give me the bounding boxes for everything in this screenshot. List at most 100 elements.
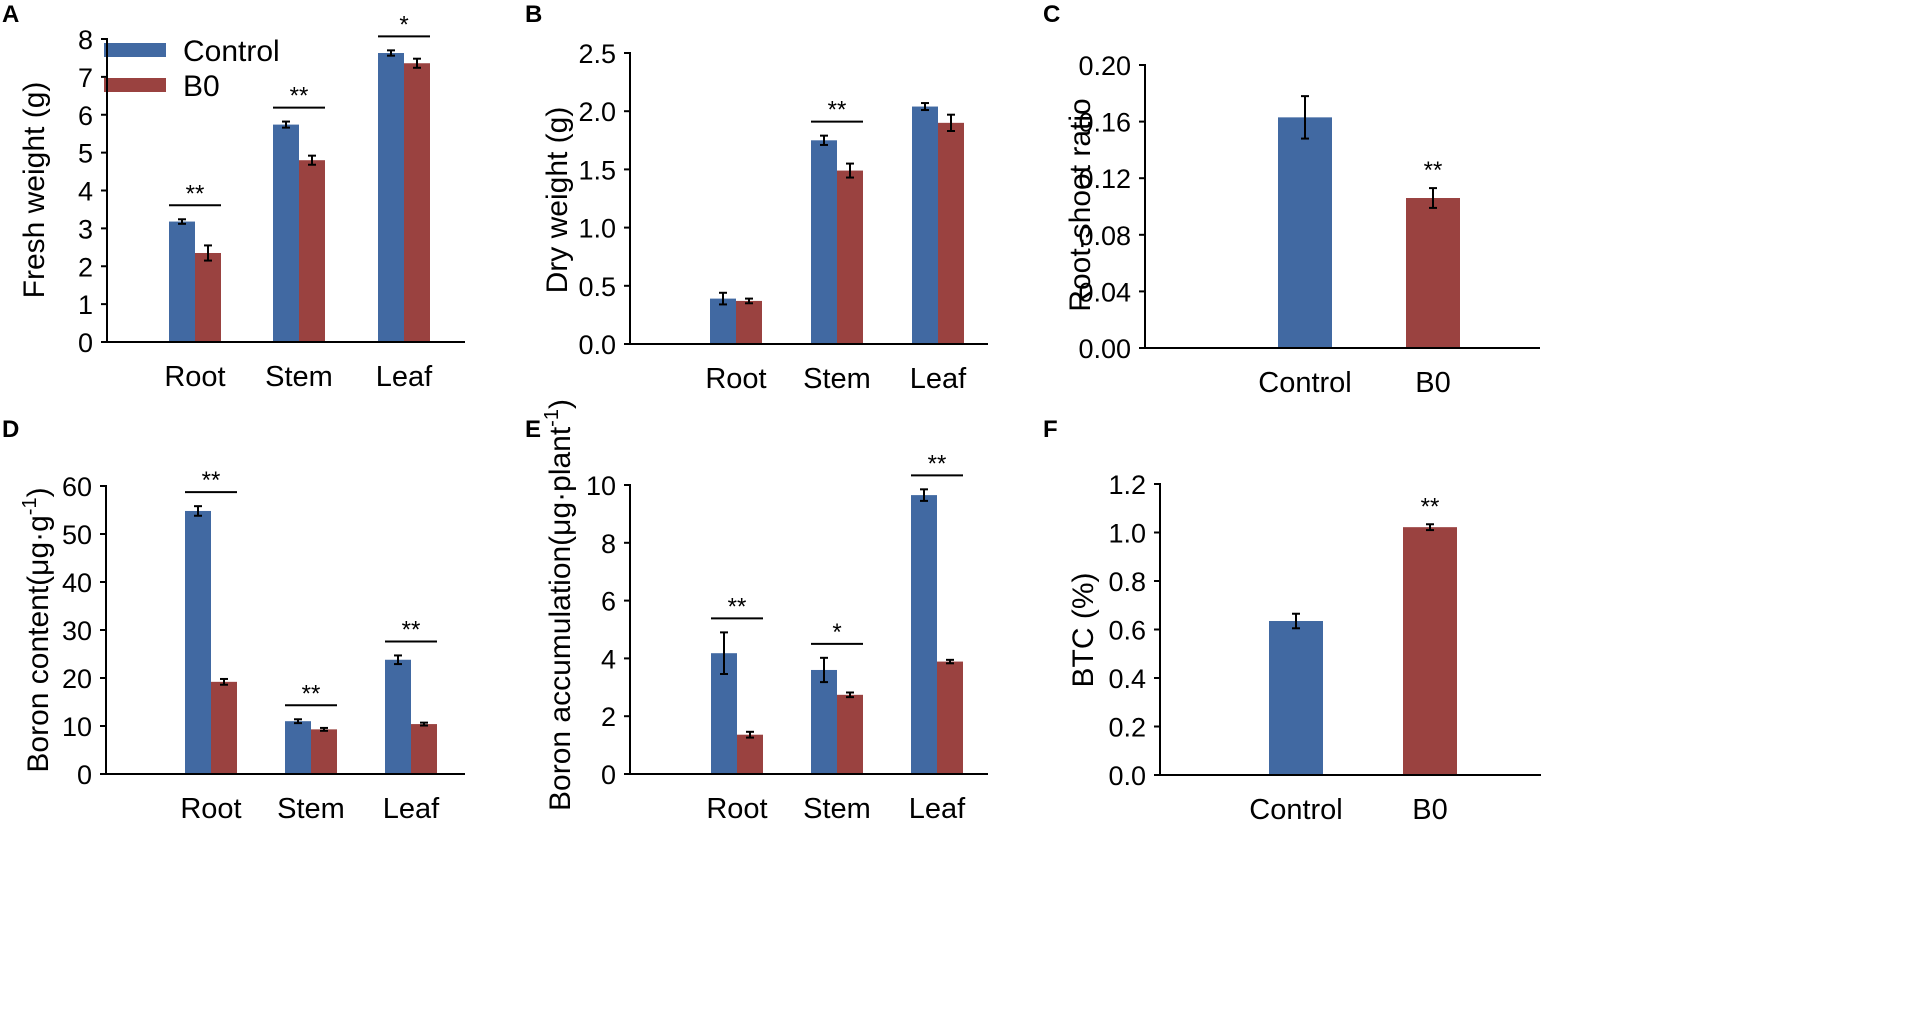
- significance-label: **: [402, 616, 421, 643]
- bar-control-leaf: [385, 659, 411, 774]
- y-tick-label: 0: [601, 760, 616, 790]
- bar-b0-root: [195, 252, 221, 342]
- y-tick-label: 4: [601, 644, 616, 674]
- significance-labels: **: [1424, 157, 1443, 184]
- legend: Control B0: [104, 35, 280, 103]
- significance-label: **: [186, 180, 205, 207]
- y-tick-label: 0.4: [1108, 664, 1146, 694]
- y-tick-label: 0.00: [1078, 334, 1131, 364]
- plot-marks: [624, 474, 988, 775]
- bar-b0: [1403, 527, 1457, 775]
- plot-marks: [101, 35, 465, 343]
- x-category-label: Root: [164, 361, 225, 393]
- x-category-labels: Control B0: [1258, 367, 1450, 399]
- y-tick-label: 0: [77, 760, 92, 790]
- y-axis-title: Boron content(μg·g-1): [19, 487, 55, 772]
- bar-b0-leaf: [938, 122, 964, 344]
- bar-b0: [1406, 198, 1460, 348]
- bar-control-leaf: [911, 495, 937, 774]
- y-axis-title: Dry weight (g): [541, 107, 574, 294]
- bar-b0-stem: [311, 729, 337, 774]
- y-tick-label: 8: [78, 25, 93, 55]
- x-category-label: Root: [705, 363, 766, 395]
- bar-b0-stem: [837, 694, 863, 774]
- y-tick-label: 20: [62, 664, 92, 694]
- bar-control-root: [185, 510, 211, 774]
- y-tick-label: 0: [78, 328, 93, 358]
- panel-f: F BTC (%) 0.0 0.2 0.4 0.6 0.8 1.0 1.2 Co…: [1043, 416, 1541, 826]
- y-tick-label: 6: [78, 101, 93, 131]
- y-axis-title-main: Boron accumulation(μg·plant: [544, 426, 577, 811]
- significance-label: **: [728, 593, 747, 620]
- legend-label-control: Control: [183, 35, 280, 68]
- significance-label: **: [1421, 493, 1440, 520]
- y-axis-title: Boron accumulation(μg·plant-1): [541, 399, 577, 811]
- significance-label: **: [202, 467, 221, 494]
- x-category-labels: Root Stem Leaf: [706, 793, 966, 825]
- x-category-labels: Root Stem Leaf: [180, 793, 440, 825]
- x-category-label: Stem: [803, 793, 871, 825]
- bar-control: [1278, 117, 1332, 348]
- y-tick-label: 0.2: [1108, 713, 1146, 743]
- x-category-label: Control: [1258, 367, 1352, 399]
- x-category-label: Root: [180, 793, 241, 825]
- y-tick-label: 0.20: [1078, 51, 1131, 81]
- bar-b0-root: [211, 681, 237, 774]
- panel-letter: D: [2, 416, 19, 443]
- y-tick-label: 1.5: [578, 155, 616, 185]
- y-axis-title-end: ): [544, 399, 577, 409]
- plot-marks: [624, 52, 988, 345]
- x-category-label: Stem: [265, 361, 333, 393]
- bar-b0-root: [736, 300, 762, 344]
- x-category-label: Leaf: [910, 363, 967, 395]
- plot-marks: [1154, 483, 1541, 776]
- bar-b0-stem: [299, 160, 325, 342]
- y-tick-label: 10: [62, 712, 92, 742]
- bar-control-root: [710, 298, 736, 344]
- legend-swatch-b0: [104, 78, 166, 92]
- bar-control-leaf: [912, 106, 938, 344]
- y-tick-label: 1.2: [1108, 470, 1146, 500]
- panel-c: C Root-shoot ratio 0.00 0.04 0.08 0.12 0…: [1043, 1, 1540, 399]
- y-tick-label: 0.5: [578, 272, 616, 302]
- y-tick-label: 0.0: [578, 330, 616, 360]
- y-tick-label: 2.5: [578, 39, 616, 69]
- x-category-label: B0: [1415, 367, 1450, 399]
- bar-b0-leaf: [937, 661, 963, 774]
- bar-control-stem: [811, 669, 837, 774]
- y-tick-label: 10: [586, 471, 616, 501]
- significance-label: **: [290, 83, 309, 110]
- panel-letter: E: [525, 416, 541, 443]
- significance-labels: **: [828, 97, 847, 124]
- significance-labels: ** * **: [728, 450, 947, 645]
- y-tick-labels: 0.0 0.5 1.0 1.5 2.0 2.5: [578, 39, 616, 360]
- y-tick-label: 2: [78, 252, 93, 282]
- y-tick-label: 5: [78, 139, 93, 169]
- bar-control-root: [169, 221, 195, 342]
- bar-b0-root: [737, 734, 763, 774]
- y-tick-label: 2.0: [578, 97, 616, 127]
- x-category-label: Leaf: [376, 361, 433, 393]
- legend-label-b0: B0: [183, 70, 220, 103]
- y-axis-title: Fresh weight (g): [18, 82, 51, 299]
- y-tick-label: 50: [62, 520, 92, 550]
- significance-labels: ** ** *: [186, 11, 409, 207]
- plot-marks: [100, 485, 465, 775]
- significance-labels: **: [1421, 493, 1440, 520]
- significance-label: **: [928, 450, 947, 477]
- bar-control-stem: [273, 124, 299, 342]
- x-category-labels: Control B0: [1249, 794, 1447, 826]
- x-category-label: Stem: [803, 363, 871, 395]
- y-tick-label: 0.12: [1078, 164, 1131, 194]
- y-tick-label: 1.0: [1108, 519, 1146, 549]
- significance-label: *: [399, 11, 408, 38]
- plot-marks: [1139, 64, 1540, 349]
- x-category-labels: Root Stem Leaf: [705, 363, 967, 395]
- panel-letter: A: [2, 1, 19, 28]
- y-tick-labels: 0.00 0.04 0.08 0.12 0.16 0.20: [1078, 51, 1131, 364]
- bar-control-leaf: [378, 53, 404, 343]
- y-tick-labels: 0 2 4 6 8 10: [586, 471, 616, 790]
- y-tick-label: 0.16: [1078, 108, 1131, 138]
